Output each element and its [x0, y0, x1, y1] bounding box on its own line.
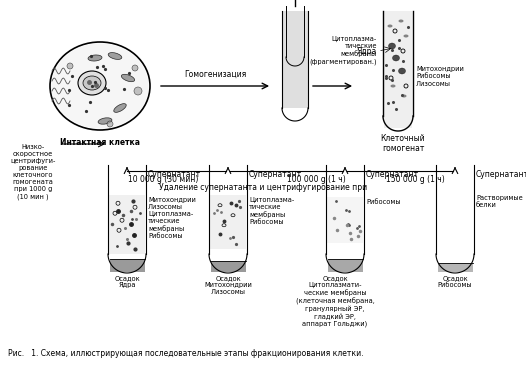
Ellipse shape	[403, 34, 409, 37]
Ellipse shape	[88, 55, 102, 61]
Text: Супернатант: Супернатант	[148, 170, 201, 179]
Polygon shape	[328, 259, 362, 272]
Text: Удаление супернатанта и центрифугирование при: Удаление супернатанта и центрифугировани…	[159, 183, 367, 192]
Ellipse shape	[107, 121, 113, 127]
Ellipse shape	[132, 65, 138, 71]
Text: Ядра: Ядра	[357, 46, 377, 56]
Polygon shape	[282, 11, 308, 108]
Ellipse shape	[83, 76, 101, 90]
Text: Клеточный
гомогенат: Клеточный гомогенат	[381, 134, 426, 153]
Ellipse shape	[392, 55, 400, 61]
Ellipse shape	[122, 74, 135, 82]
Text: Рибосомы: Рибосомы	[366, 199, 401, 205]
Text: Низко-
скоростное
центрифуги-
рование
клеточного
гомогената
при 1000 g
(10 мин ): Низко- скоростное центрифуги- рование кл…	[11, 144, 56, 199]
Polygon shape	[210, 261, 246, 272]
Polygon shape	[109, 195, 145, 254]
Text: Супернатант: Супернатант	[366, 170, 419, 179]
Text: Гомогенизация: Гомогенизация	[184, 70, 246, 79]
Polygon shape	[384, 11, 412, 128]
Ellipse shape	[388, 25, 392, 27]
Polygon shape	[109, 259, 145, 272]
Text: Митохондрии
Лизосомы
Цитоплазма-
тические
мембраны
Рибосомы: Митохондрии Лизосомы Цитоплазма- тически…	[148, 197, 196, 239]
Ellipse shape	[78, 71, 106, 95]
Text: 100 000 g (1 ч): 100 000 g (1 ч)	[287, 175, 346, 184]
Ellipse shape	[399, 68, 406, 74]
Text: Растворимые
белки: Растворимые белки	[476, 195, 523, 208]
Ellipse shape	[401, 94, 407, 97]
Ellipse shape	[67, 63, 73, 69]
Ellipse shape	[52, 44, 148, 128]
Ellipse shape	[108, 53, 122, 59]
Polygon shape	[438, 263, 472, 272]
Text: 150 000 g (1 ч): 150 000 g (1 ч)	[386, 175, 444, 184]
Text: Осадок
Рибосомы: Осадок Рибосомы	[438, 275, 472, 288]
Text: Супернатант: Супернатант	[476, 170, 526, 179]
Ellipse shape	[390, 85, 396, 87]
Text: Осадок
Митохондрии
Лизосомы: Осадок Митохондрии Лизосомы	[204, 275, 252, 295]
Text: Цитоплазма-
тические
мембраны
(фрагментирован.): Цитоплазма- тические мембраны (фрагменти…	[309, 36, 377, 65]
Text: 10 000 g (30 мин): 10 000 g (30 мин)	[128, 175, 198, 184]
Text: Интактная клетка: Интактная клетка	[60, 138, 140, 147]
Ellipse shape	[114, 104, 126, 112]
Polygon shape	[210, 195, 246, 249]
Polygon shape	[327, 197, 363, 243]
Text: Супернатант: Супернатант	[249, 170, 302, 179]
Text: Цитоплазма-
тические
мембраны
Рибосомы: Цитоплазма- тические мембраны Рибосомы	[249, 197, 294, 225]
Ellipse shape	[389, 43, 396, 49]
Text: Митохондрии
Рибосомы
Лизосомы: Митохондрии Рибосомы Лизосомы	[416, 66, 464, 87]
Text: Осадок
Цитоплазмати-
ческие мембраны
(клеточная мембрана,
гранулярный ЭР,
гладки: Осадок Цитоплазмати- ческие мембраны (кл…	[296, 275, 375, 327]
Text: Осадок
Ядра: Осадок Ядра	[114, 275, 140, 288]
Ellipse shape	[98, 118, 112, 124]
Ellipse shape	[399, 19, 403, 22]
Ellipse shape	[134, 87, 142, 95]
Text: Рис.   1. Схема, иллюстрирующая последовательные этапы фракционирования клетки.: Рис. 1. Схема, иллюстрирующая последоват…	[8, 349, 363, 358]
